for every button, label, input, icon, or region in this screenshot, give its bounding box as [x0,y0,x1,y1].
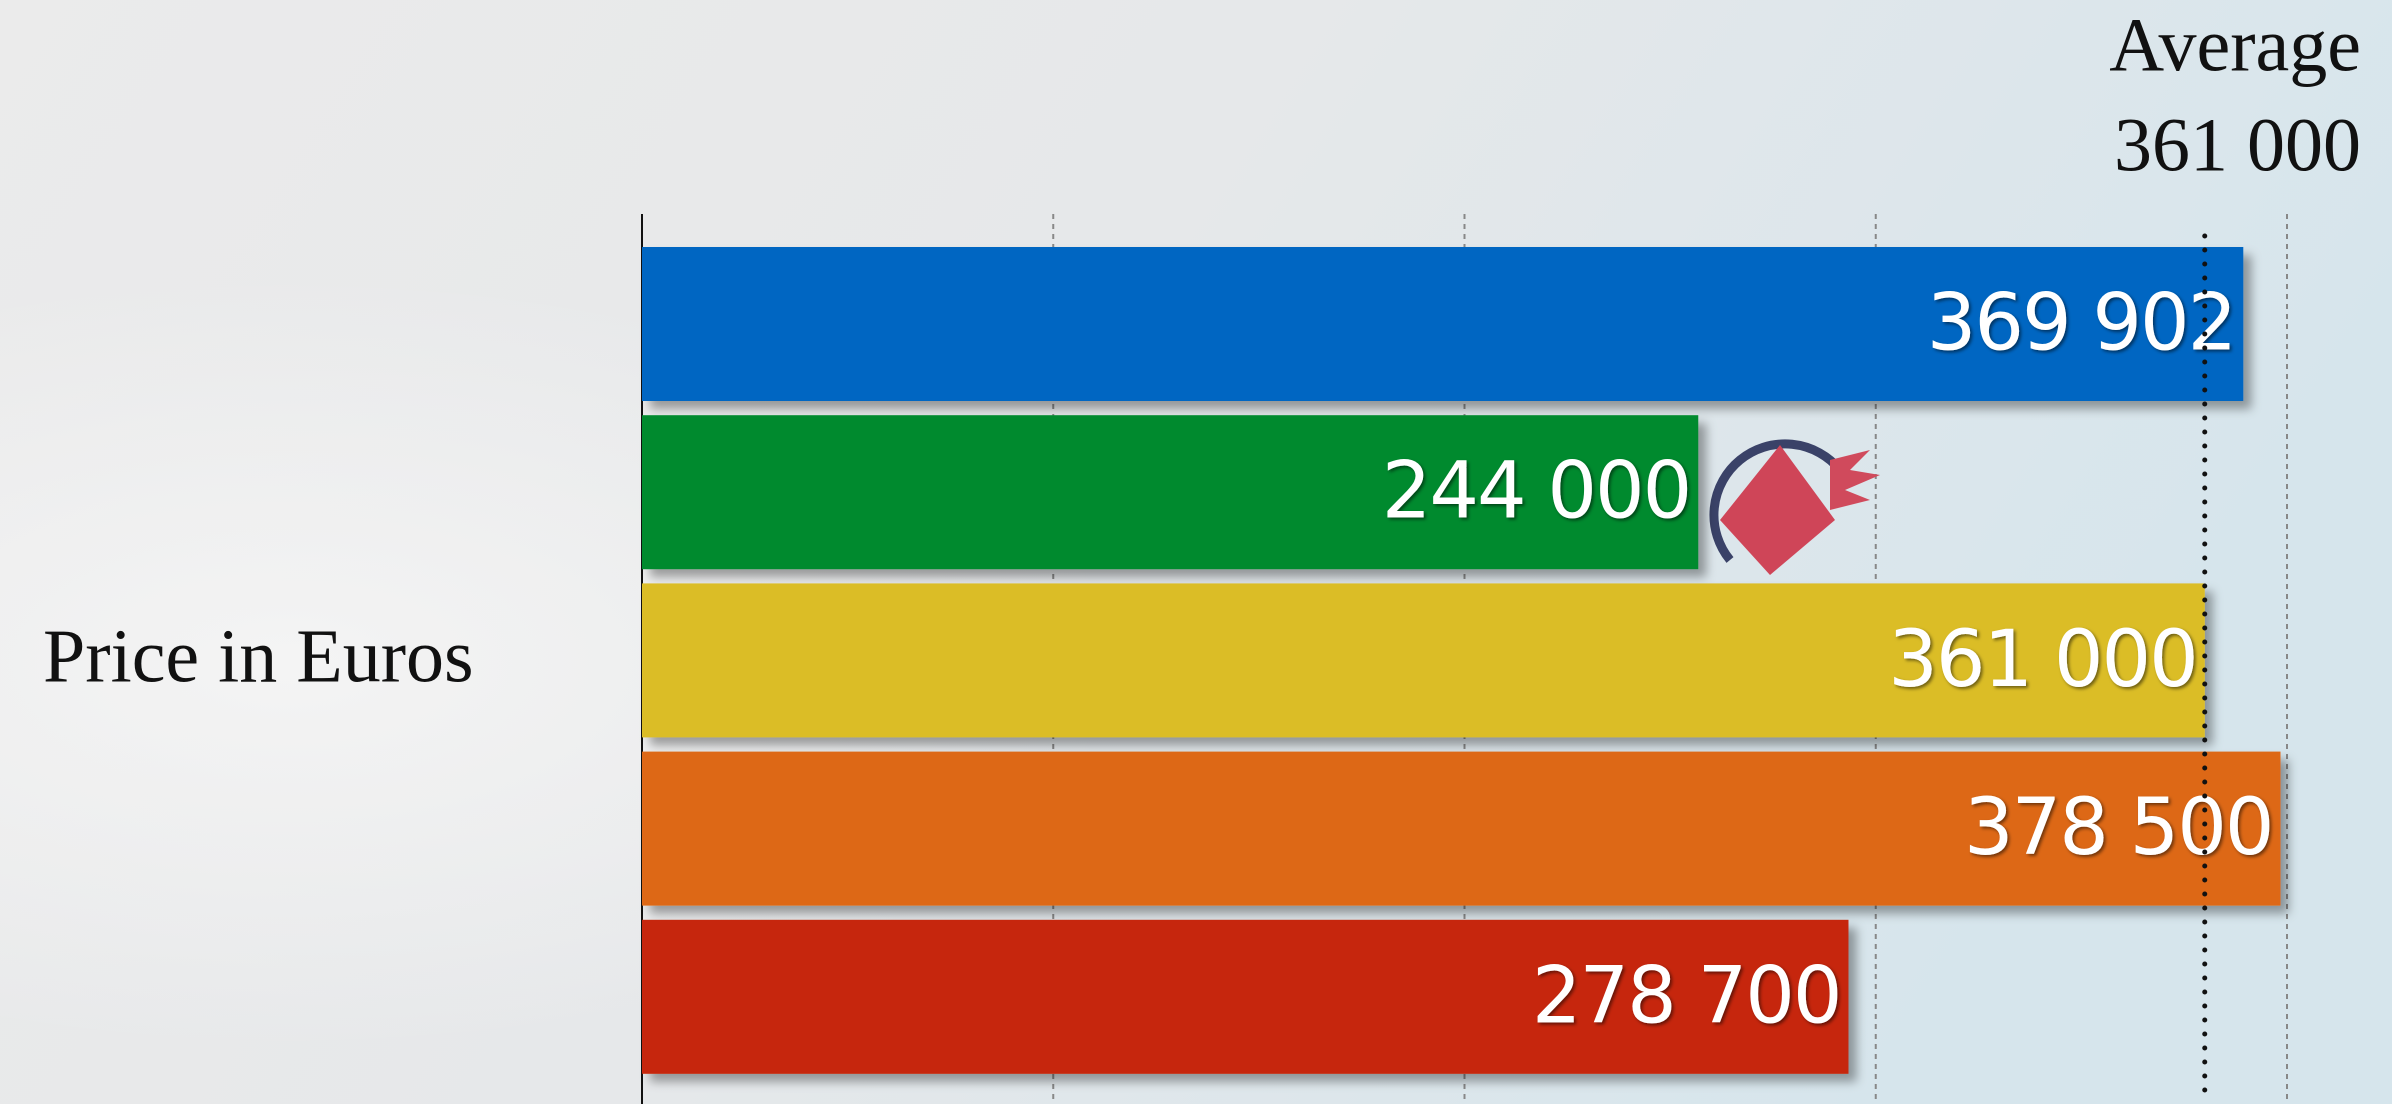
bar [642,919,1849,1074]
value-label: 369 902 [1927,278,2236,368]
value-label: 278 700 [1532,951,1841,1041]
bar [642,415,1699,570]
logo-wing [1830,450,1880,510]
average-label: 361 000 [2114,103,2361,187]
value-label: 378 500 [1964,783,2273,873]
bar [642,751,2281,906]
logo [1709,439,1880,575]
bar [642,583,2205,738]
average-title: Average [2109,3,2361,87]
bar [642,247,2244,401]
logo-diamond [1720,445,1835,575]
value-label: 361 000 [1888,615,2197,705]
value-label: 244 000 [1382,447,1691,537]
plot: 369 902 244 000 361 000 378 500 278 700 [641,214,2288,1104]
axis-label: Price in Euros [43,614,474,698]
logo-arc [1709,439,1844,563]
